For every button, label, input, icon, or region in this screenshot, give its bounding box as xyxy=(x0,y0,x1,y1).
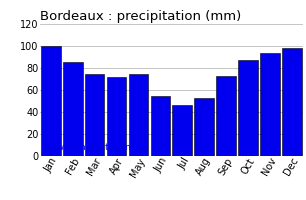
Bar xyxy=(85,73,104,156)
Text: Bordeaux : precipitation (mm): Bordeaux : precipitation (mm) xyxy=(40,10,241,23)
Bar xyxy=(107,77,126,156)
Bar xyxy=(194,98,214,156)
Bar xyxy=(151,96,170,156)
Bar xyxy=(216,76,236,156)
Bar xyxy=(41,46,61,156)
Bar xyxy=(63,62,83,156)
Bar xyxy=(282,48,302,156)
Bar xyxy=(238,60,258,156)
Bar xyxy=(129,73,148,156)
Bar xyxy=(260,53,280,156)
Text: www.allmetsat.com: www.allmetsat.com xyxy=(43,143,131,152)
Bar xyxy=(173,105,192,156)
